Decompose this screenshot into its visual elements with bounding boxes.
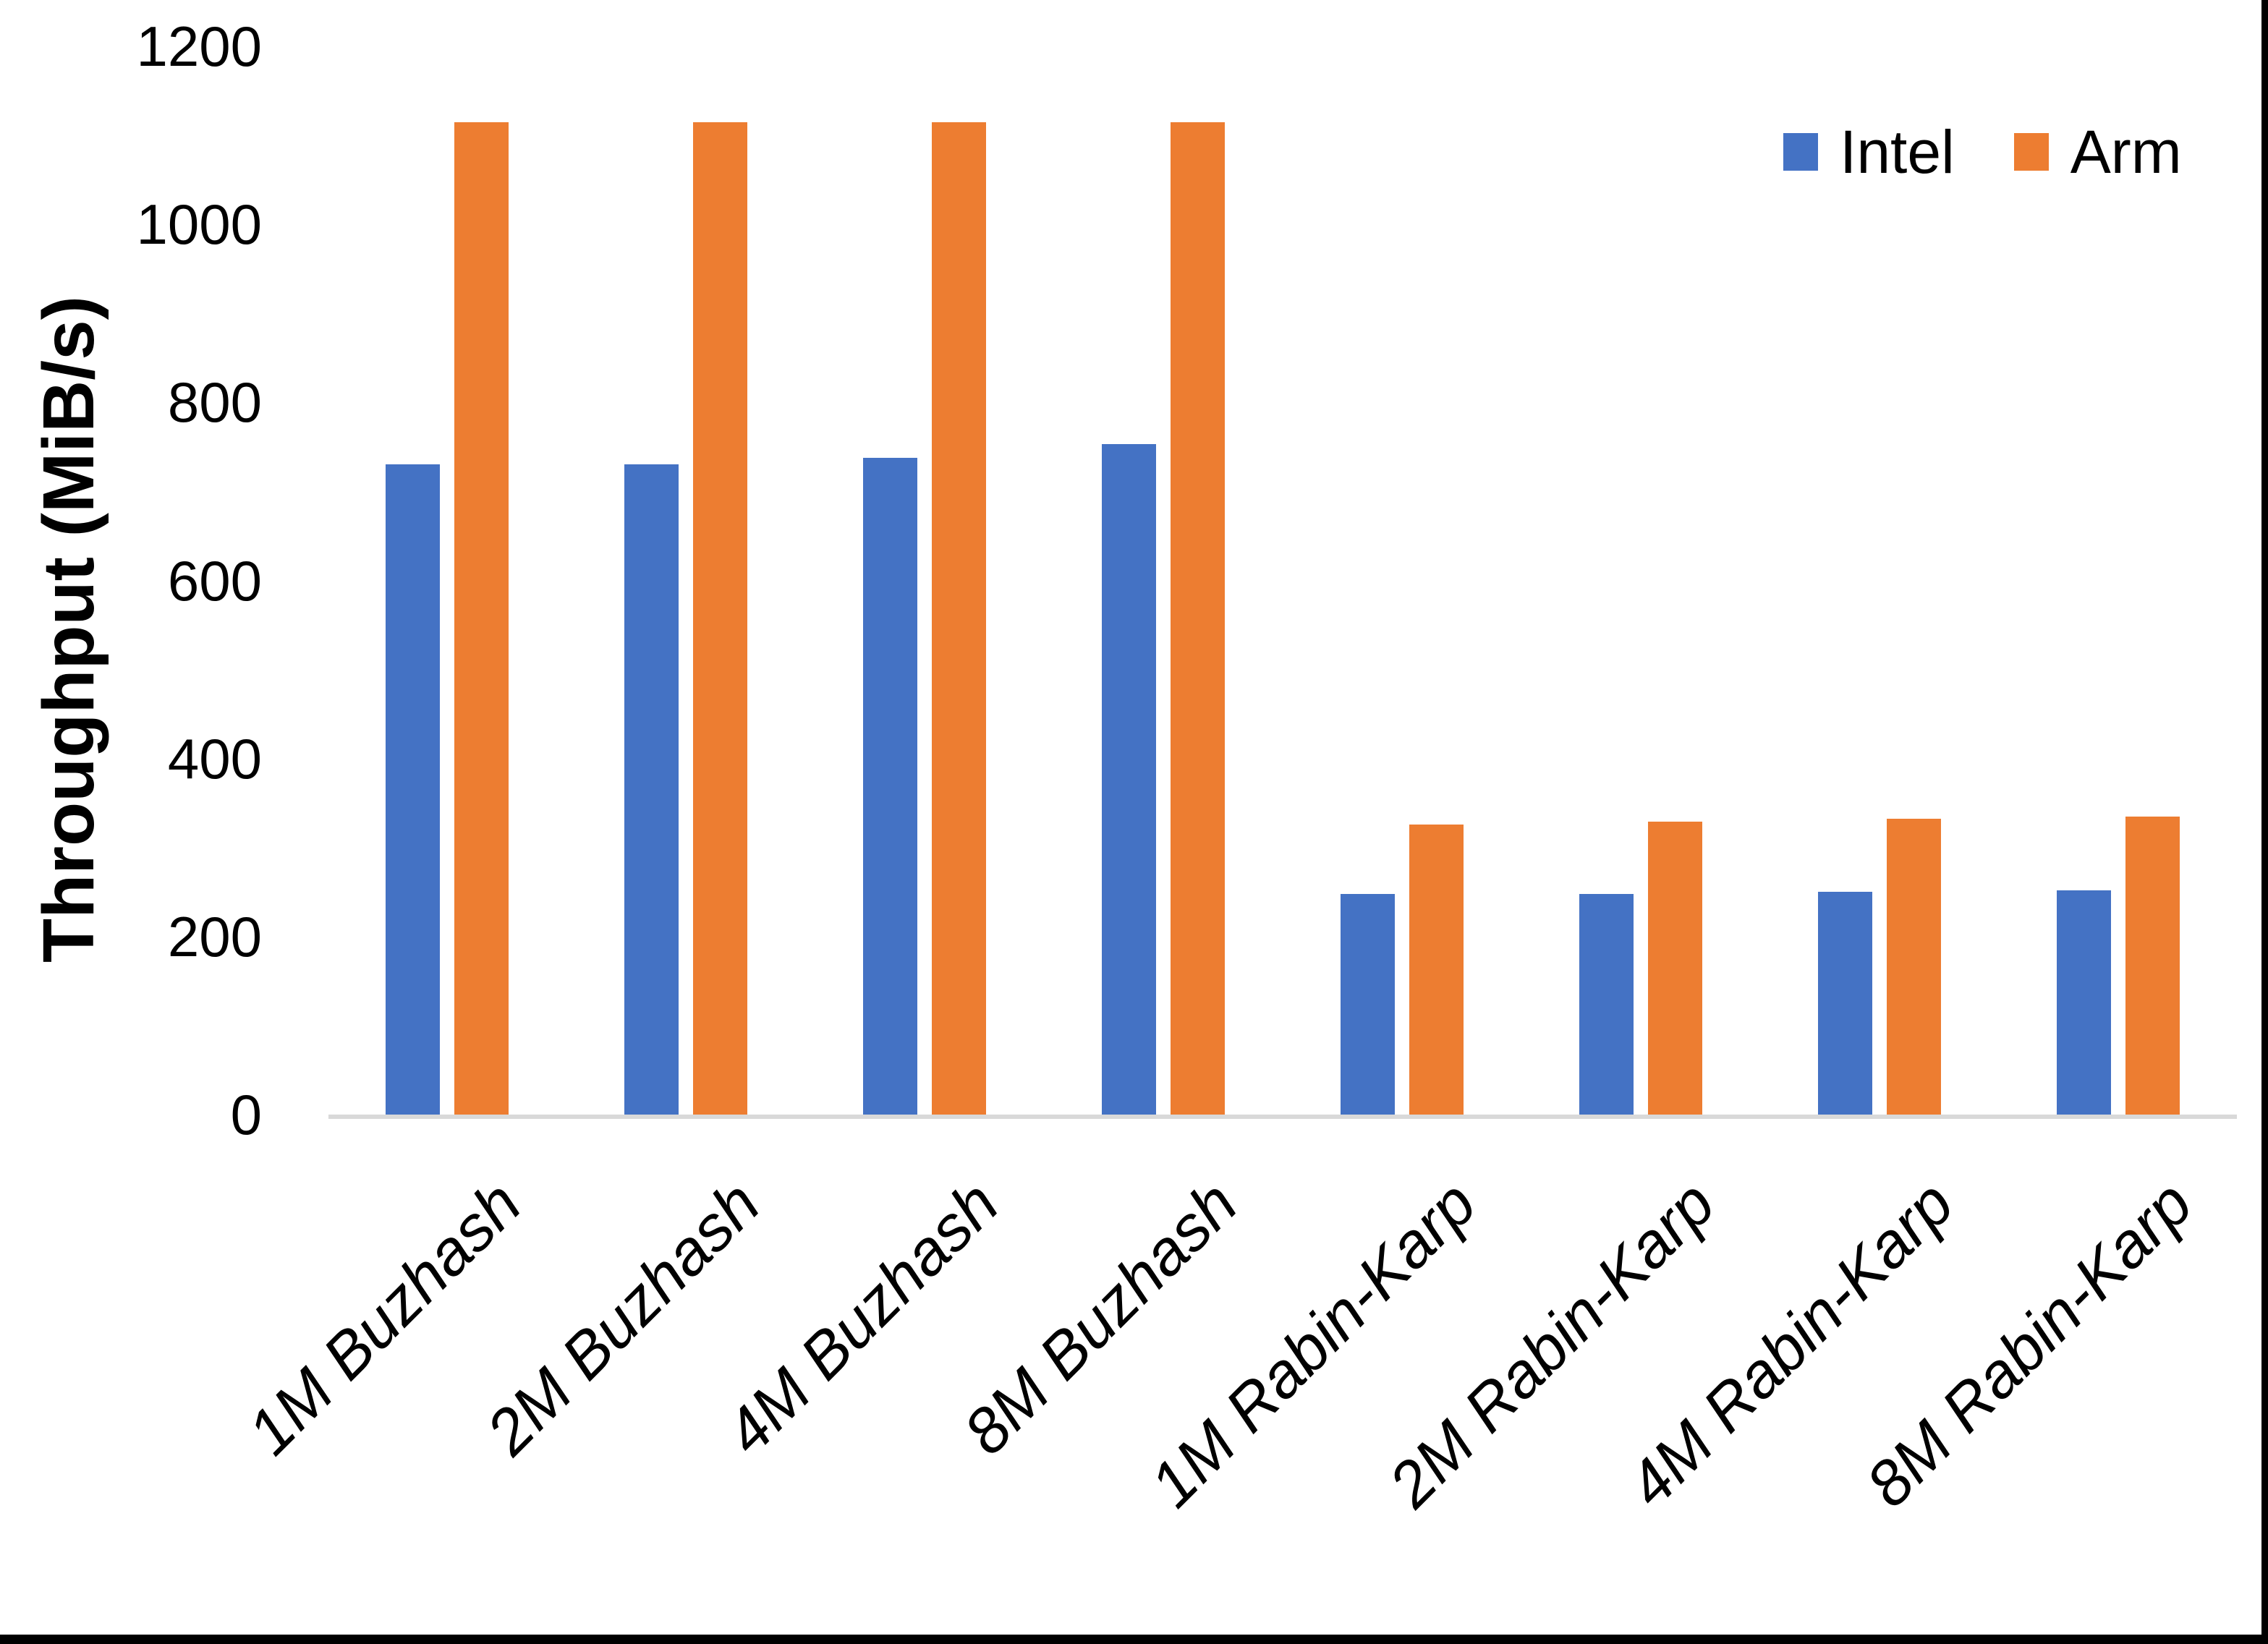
bar-arm-1m-rabin-karp [1409,825,1464,1115]
bar-intel-8m-rabin-karp [2057,890,2111,1115]
legend-label-arm: Arm [2070,118,2182,186]
bar-intel-1m-rabin-karp [1341,894,1395,1115]
bottom-black-edge [0,1635,2268,1644]
legend-swatch-intel [1783,133,1818,171]
y-tick-600: 600 [167,548,262,613]
legend-item-intel: Intel [1783,122,1955,182]
legend-label-intel: Intel [1840,118,1955,186]
bar-arm-8m-rabin-karp [2125,817,2180,1115]
y-tick-1200: 1200 [136,14,262,78]
bar-arm-2m-buzhash [693,122,747,1115]
bar-arm-1m-buzhash [454,122,509,1115]
y-tick-1000: 1000 [136,192,262,257]
bar-intel-2m-rabin-karp [1579,894,1634,1115]
bar-arm-2m-rabin-karp [1648,822,1702,1115]
right-black-edge [2261,0,2268,1644]
bar-arm-4m-buzhash [932,122,986,1115]
y-tick-0: 0 [230,1083,262,1146]
y-tick-400: 400 [167,726,262,791]
legend-swatch-arm [2013,133,2049,171]
bar-intel-4m-rabin-karp [1818,892,1872,1115]
y-tick-200: 200 [167,904,262,968]
bar-intel-8m-buzhash [1102,444,1156,1115]
bar-arm-8m-buzhash [1171,122,1225,1115]
legend-item-arm: Arm [2013,118,2182,186]
bar-intel-4m-buzhash [863,458,917,1115]
bar-intel-2m-buzhash [624,464,679,1115]
bar-arm-4m-rabin-karp [1887,819,1941,1115]
y-tick-800: 800 [167,370,262,435]
bar-intel-1m-buzhash [386,464,440,1115]
legend: Intel Arm [1783,122,2182,182]
x-axis-line [328,1115,2237,1119]
